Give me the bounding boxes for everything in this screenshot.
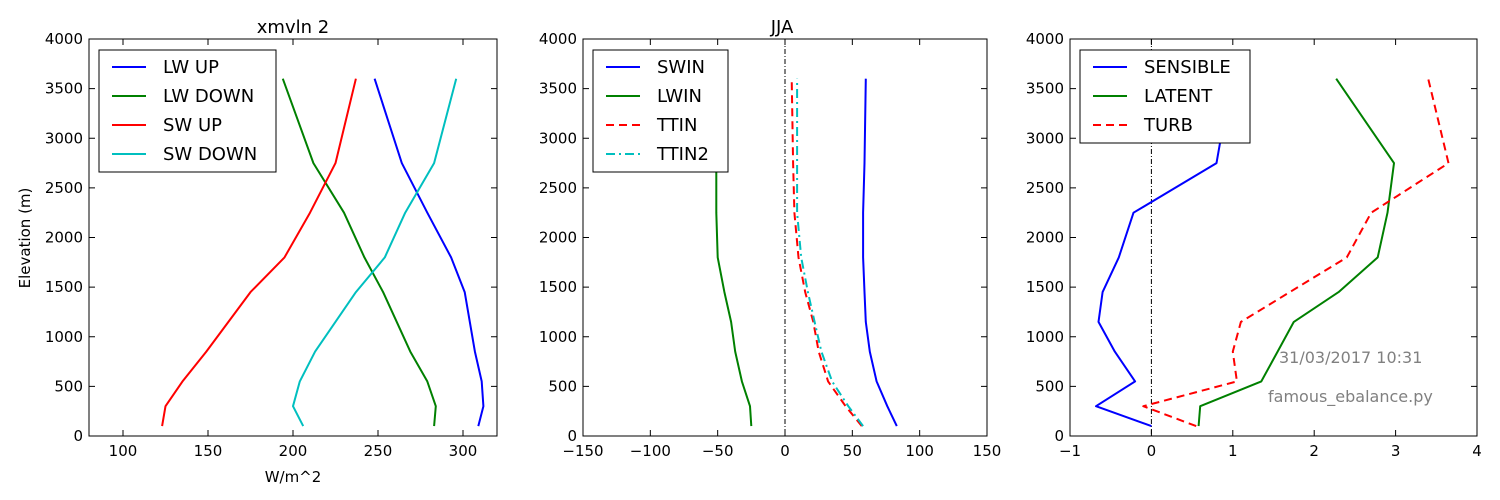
legend-box	[98, 49, 277, 173]
series-line-ttin	[790, 78, 863, 427]
y-tick-label: 3500	[1026, 80, 1064, 98]
x-tick-label: 3	[1391, 442, 1401, 460]
y-tick-label: 0	[567, 427, 577, 445]
x-tick-label: 250	[364, 442, 393, 460]
y-tick-label: 3000	[539, 129, 577, 147]
y-tick-label: 0	[73, 427, 83, 445]
x-tick-label: 100	[905, 442, 934, 460]
y-tick-label: 1500	[45, 278, 83, 296]
y-tick-label: 3000	[1026, 129, 1064, 147]
legend-label: SW UP	[163, 115, 222, 136]
x-axis-label: W/m^2	[265, 468, 322, 486]
series-line-lwin	[715, 78, 753, 427]
x-tick-label: 200	[279, 442, 308, 460]
x-tick-label: −100	[630, 442, 671, 460]
y-tick-label: 4000	[1026, 30, 1064, 48]
x-tick-label: 1	[1228, 442, 1238, 460]
y-tick-label: 3000	[45, 129, 83, 147]
legend-label: TTIN2	[656, 144, 709, 165]
chart-title: xmvln 2	[257, 17, 329, 38]
legend-label: SENSIBLE	[1144, 57, 1231, 78]
y-tick-label: 3500	[539, 80, 577, 98]
y-tick-label: 2000	[1026, 229, 1064, 247]
y-tick-label: 0	[1054, 427, 1064, 445]
legend-label: SW DOWN	[163, 144, 257, 165]
y-tick-label: 2000	[539, 229, 577, 247]
y-axis-label: Elevation (m)	[16, 188, 34, 289]
y-tick-label: 1500	[539, 278, 577, 296]
y-tick-label: 2000	[45, 229, 83, 247]
legend: SWIN LWIN TTIN TTIN2	[592, 49, 729, 173]
legend: SENSIBLE LATENT TURB	[1079, 49, 1251, 144]
legend: LW UP LW DOWN SW UP SW DOWN	[98, 49, 277, 173]
x-tick-label: 0	[1147, 442, 1157, 460]
y-tick-label: 1000	[45, 328, 83, 346]
series-line-ttin2	[796, 78, 864, 427]
x-tick-label: 100	[109, 442, 138, 460]
series-line-lw-up	[373, 78, 485, 427]
legend-label: TTIN	[656, 115, 697, 136]
y-tick-label: 3500	[45, 80, 83, 98]
x-tick-label: 50	[843, 442, 862, 460]
y-tick-label: 500	[1035, 377, 1064, 395]
legend-label: LW UP	[163, 57, 219, 78]
script-name-annotation: famous_ebalance.py	[1268, 387, 1433, 407]
y-tick-label: 1000	[1026, 328, 1064, 346]
series-line-lw-down	[281, 78, 437, 427]
legend-label: SWIN	[657, 57, 705, 78]
y-tick-label: 500	[54, 377, 83, 395]
y-tick-label: 2500	[1026, 179, 1064, 197]
series-line-sw-down	[292, 78, 458, 427]
x-tick-label: 4	[1472, 442, 1482, 460]
y-tick-label: 4000	[539, 30, 577, 48]
chart-panel-radiation: xmvln 2 W/m^2 Elevation (m) 100 150 200 250…	[16, 17, 498, 486]
timestamp-annotation: 31/03/2017 10:31	[1279, 348, 1422, 367]
y-tick-label: 4000	[45, 30, 83, 48]
series-line-swin	[862, 78, 898, 427]
series-line-sensible	[1095, 78, 1233, 428]
y-tick-label: 1000	[539, 328, 577, 346]
chart-panel-jja: JJA −150 −100 −50 0 50 100 1500500100015002000…	[539, 17, 1002, 460]
legend-label: LATENT	[1144, 86, 1213, 107]
x-tick-label: −1	[1059, 442, 1081, 460]
chart-panel-turbulent: 31/03/2017 10:31 famous_ebalance.py −1 0 1…	[1026, 30, 1482, 460]
x-tick-label: 0	[780, 442, 790, 460]
series-line-turb	[1142, 78, 1450, 428]
x-tick-label: 300	[449, 442, 478, 460]
y-tick-label: 2500	[539, 179, 577, 197]
y-tick-label: 2500	[45, 179, 83, 197]
x-tick-label: −50	[702, 442, 734, 460]
y-tick-label: 1500	[1026, 278, 1064, 296]
y-tick-label: 500	[548, 377, 577, 395]
chart-title: JJA	[770, 17, 794, 38]
legend-box	[592, 49, 729, 173]
legend-label: TURB	[1143, 115, 1193, 136]
x-tick-label: 150	[973, 442, 1002, 460]
legend-label: LW DOWN	[163, 86, 254, 107]
legend-label: LWIN	[657, 86, 702, 107]
series-line-latent	[1197, 78, 1395, 427]
x-tick-label: 150	[194, 442, 223, 460]
x-tick-label: −150	[562, 442, 603, 460]
series-line-sw-up	[161, 78, 357, 427]
x-tick-label: 2	[1309, 442, 1319, 460]
